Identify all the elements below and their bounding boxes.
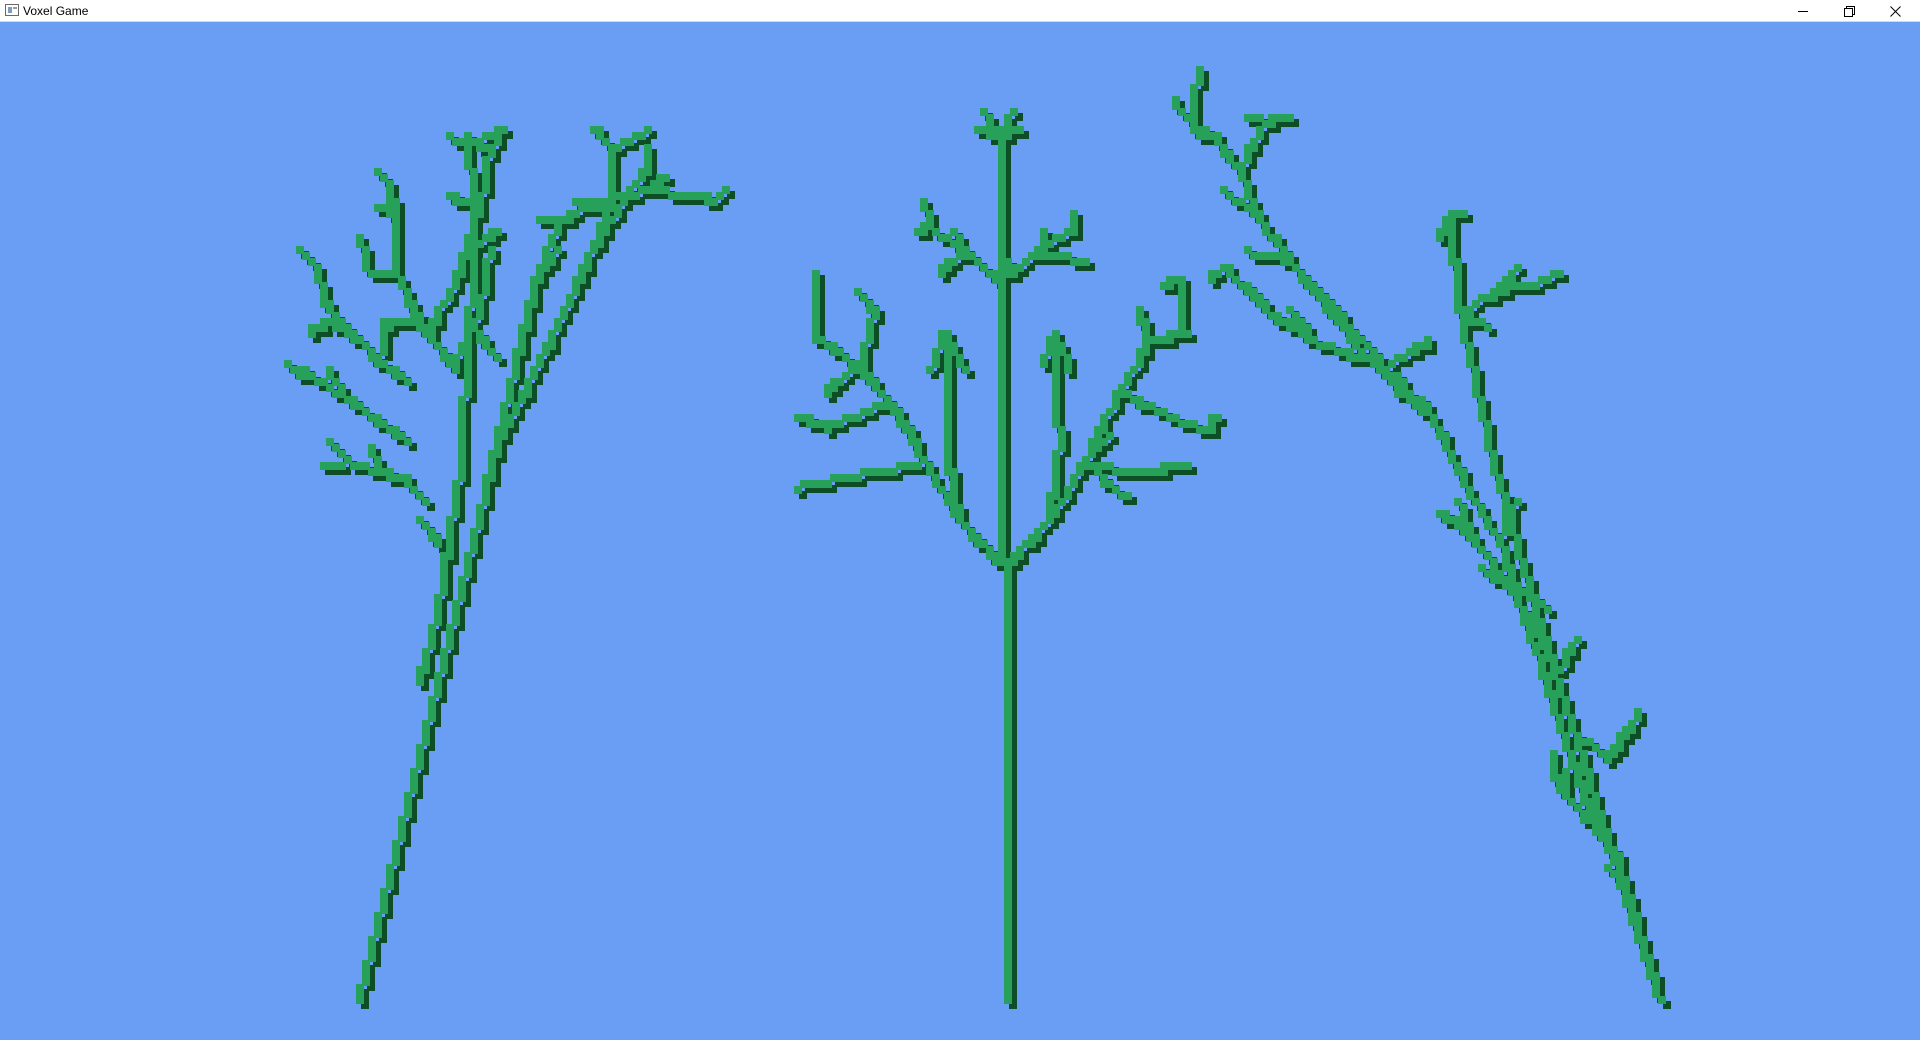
game-viewport[interactable] [0,22,1920,1040]
minimize-button[interactable] [1780,0,1826,22]
close-button[interactable] [1872,0,1918,22]
close-icon [1889,5,1901,17]
voxel-tree-right [1172,66,1666,1004]
restore-button[interactable] [1826,0,1872,22]
window-titlebar[interactable]: Voxel Game [0,0,1920,22]
app-window-icon [5,4,19,16]
minimize-icon [1798,11,1808,12]
restore-icon [1843,5,1855,17]
voxel-tree-left [284,126,730,1004]
voxel-tree-left-shadow [289,131,735,1009]
scene-canvas [284,66,1671,1009]
voxel-tree-center [794,108,1222,1004]
window-title: Voxel Game [23,4,89,18]
